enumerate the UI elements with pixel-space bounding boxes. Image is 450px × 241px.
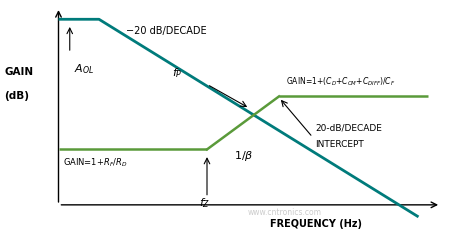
Text: GAIN=1+$R_F$/$R_D$: GAIN=1+$R_F$/$R_D$ [63,156,128,169]
Text: 20-dB/DECADE: 20-dB/DECADE [315,123,382,132]
Text: FREQUENCY (Hz): FREQUENCY (Hz) [270,219,362,229]
Text: GAIN: GAIN [4,67,34,77]
Text: $f_Z$: $f_Z$ [199,196,211,210]
Text: INTERCEPT: INTERCEPT [315,140,364,149]
Text: GAIN=1+($C_D$+$C_{CM}$+$C_{DIFF}$)/$C_F$: GAIN=1+($C_D$+$C_{CM}$+$C_{DIFF}$)/$C_F$ [286,75,395,88]
Text: −20 dB/DECADE: −20 dB/DECADE [126,26,207,36]
Text: www.cntronics.com: www.cntronics.com [248,208,321,217]
Text: $f_P$: $f_P$ [172,66,182,80]
Text: $1/\beta$: $1/\beta$ [234,149,254,163]
Text: (dB): (dB) [4,91,30,101]
Text: $A_{OL}$: $A_{OL}$ [74,63,94,76]
